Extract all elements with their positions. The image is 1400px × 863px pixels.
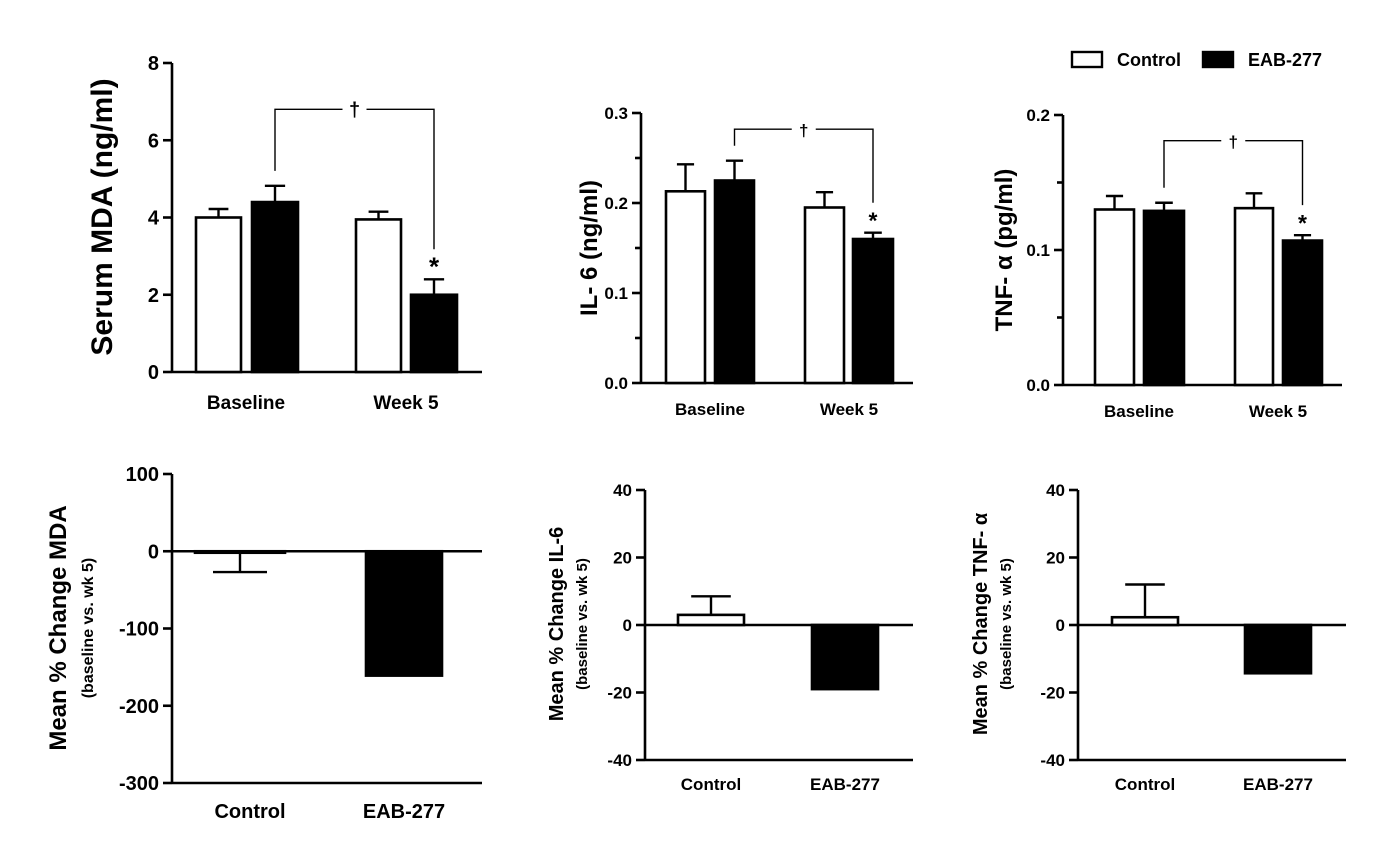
y-axis-label: Serum MDA (ng/ml) xyxy=(86,78,119,355)
bar-control-week-5 xyxy=(354,218,403,374)
x-tick-label: EAB-277 xyxy=(363,801,445,823)
bar-eab-277 xyxy=(364,549,444,677)
bar-control-baseline xyxy=(194,216,243,374)
bar-control-baseline xyxy=(664,190,707,385)
y-axis-sublabel: (baseline vs. wk 5) xyxy=(574,558,591,690)
y-axis-sublabel: (baseline vs. wk 5) xyxy=(80,558,97,699)
dagger-marker: † xyxy=(799,121,808,140)
y-tick-label: 0.3 xyxy=(604,104,628,123)
legend-label-control: Control xyxy=(1117,50,1181,70)
significance-asterisk: * xyxy=(841,657,850,683)
y-tick-label: 20 xyxy=(613,549,632,568)
bar-eab277-week-5 xyxy=(409,293,459,374)
y-axis-label: IL- 6 (ng/ml) xyxy=(576,180,603,316)
y-axis-label: TNF- α (pg/ml) xyxy=(991,169,1018,332)
y-tick-label: 40 xyxy=(1046,481,1065,500)
bar-eab-277 xyxy=(1243,623,1313,675)
significance-bracket xyxy=(733,128,874,203)
y-tick-label: -100 xyxy=(119,619,159,641)
x-tick-label: Week 5 xyxy=(820,400,878,419)
y-tick-label: -40 xyxy=(607,751,632,770)
y-tick-label: 4 xyxy=(148,208,160,230)
bar-control-week-5 xyxy=(803,206,846,385)
legend-label-eab277: EAB-277 xyxy=(1248,50,1322,70)
bar-eab277-week-5 xyxy=(1281,239,1324,387)
x-tick-label: Week 5 xyxy=(373,393,439,414)
y-tick-label: -300 xyxy=(119,773,159,795)
y-tick-label: -20 xyxy=(607,684,632,703)
y-tick-label: -200 xyxy=(119,696,159,718)
y-tick-label: -40 xyxy=(1040,751,1065,770)
dagger-marker: † xyxy=(349,99,360,121)
y-tick-label: 0.2 xyxy=(604,194,628,213)
x-tick-label: Week 5 xyxy=(1249,402,1307,421)
x-tick-label: EAB-277 xyxy=(1243,775,1313,794)
y-axis-label: Mean % Change IL-6 xyxy=(546,527,568,721)
significance-asterisk: * xyxy=(1274,649,1283,675)
y-tick-label: 2 xyxy=(148,285,159,307)
legend-swatch-control xyxy=(1070,50,1104,69)
bar-control xyxy=(193,549,287,555)
legend: Control EAB-277 xyxy=(1070,50,1322,70)
panel-il6-serum: 0.0 0.1 0.2 0.3 IL- 6 (ng/ml) Baseline Week 5 *… xyxy=(576,104,913,419)
y-tick-label: 100 xyxy=(126,464,159,486)
y-tick-label: 0 xyxy=(623,616,632,635)
bar-control xyxy=(676,613,746,627)
bar-control-baseline xyxy=(1093,208,1136,387)
bar-control-week-5 xyxy=(1233,206,1275,387)
panel-tnf-serum: 0.0 0.1 0.2 TNF- α (pg/ml) Baseline Week 5 * † xyxy=(991,106,1342,421)
significance-asterisk: * xyxy=(1298,210,1307,236)
bar-eab277-week-5 xyxy=(851,237,895,385)
significance-bracket xyxy=(274,108,435,250)
x-tick-label: Baseline xyxy=(675,400,745,419)
x-tick-label: Control xyxy=(1115,775,1175,794)
y-tick-label: 0.1 xyxy=(604,284,628,303)
x-tick-label: Control xyxy=(681,775,741,794)
y-axis-sublabel: (baseline vs. wk 5) xyxy=(998,558,1015,690)
panel-tnf-change: -40 -20 0 20 40 Mean % Change TNF- α (baseline… xyxy=(970,481,1346,794)
bar-eab277-baseline xyxy=(1142,209,1186,387)
y-tick-label: 8 xyxy=(148,53,159,75)
y-axis-label: Mean % Change MDA xyxy=(45,505,72,750)
bar-eab277-baseline xyxy=(250,200,300,374)
x-tick-label: EAB-277 xyxy=(810,775,880,794)
bar-control xyxy=(1110,615,1180,627)
significance-asterisk: * xyxy=(399,591,410,621)
y-tick-label: -20 xyxy=(1040,684,1065,703)
significance-asterisk: * xyxy=(429,251,440,281)
bar-eab-277 xyxy=(810,623,880,691)
x-tick-label: Control xyxy=(214,801,285,823)
y-tick-label: 0 xyxy=(148,362,159,384)
bar-eab277-baseline xyxy=(713,179,756,385)
y-tick-label: 6 xyxy=(148,130,159,152)
dagger-marker: † xyxy=(1229,133,1238,152)
legend-swatch-eab277 xyxy=(1201,50,1235,69)
significance-bracket xyxy=(1163,139,1304,206)
y-tick-label: 0.2 xyxy=(1026,106,1050,125)
y-tick-label: 0 xyxy=(148,541,159,563)
panel-mda-change: -300 -200 -100 0 100 Mean % Change MDA (baseli… xyxy=(45,464,482,823)
x-tick-label: Baseline xyxy=(207,393,285,414)
y-axis-label: Mean % Change TNF- α xyxy=(970,512,992,735)
y-tick-label: 20 xyxy=(1046,549,1065,568)
panel-mda-serum: 0 2 4 6 8 Serum MDA (ng/ml) Baseline Week 5 * † xyxy=(86,53,482,414)
y-tick-label: 0.0 xyxy=(1026,376,1050,395)
y-tick-label: 0 xyxy=(1056,616,1065,635)
panel-il6-change: -40 -20 0 20 40 Mean % Change IL-6 (baseline v… xyxy=(546,481,913,794)
y-tick-label: 40 xyxy=(613,481,632,500)
y-tick-label: 0.0 xyxy=(604,374,628,393)
x-tick-label: Baseline xyxy=(1104,402,1174,421)
significance-asterisk: * xyxy=(869,208,878,234)
y-tick-label: 0.1 xyxy=(1026,241,1050,260)
